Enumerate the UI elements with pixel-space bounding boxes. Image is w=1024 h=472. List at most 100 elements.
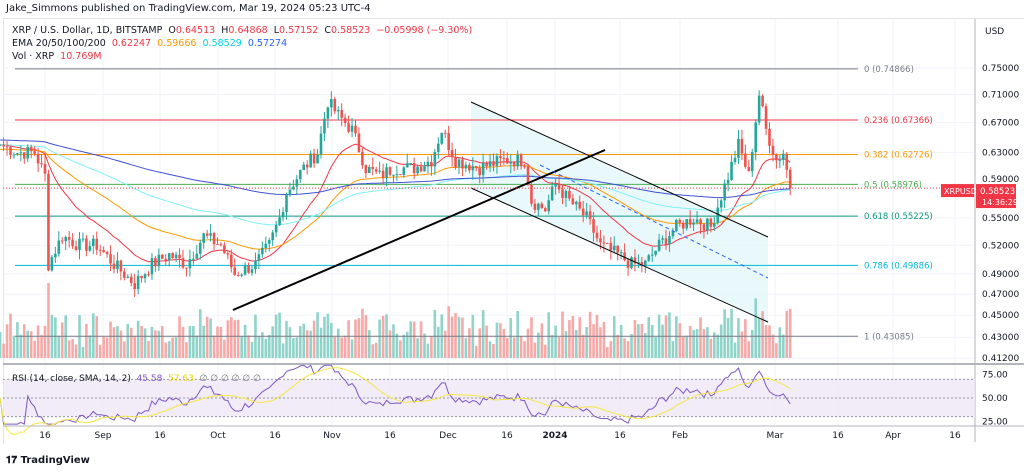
- candle-body: [133, 283, 136, 290]
- volume-bar: [267, 334, 271, 358]
- candle-body: [178, 254, 181, 259]
- volume-bar: [167, 341, 171, 358]
- volume-bar: [395, 333, 399, 358]
- volume-bar: [685, 335, 688, 358]
- volume-bar: [557, 337, 561, 358]
- volume-bar: [88, 335, 92, 358]
- volume-bar: [340, 337, 343, 358]
- candle-body: [126, 276, 130, 278]
- candle-body: [782, 153, 785, 160]
- candle-body: [630, 257, 633, 269]
- candle-body: [181, 258, 185, 268]
- candle-body: [744, 153, 747, 167]
- high-value: 0.64868: [228, 25, 268, 36]
- candle-body: [26, 146, 30, 159]
- candle-body: [154, 258, 157, 267]
- price-tick: 0.45000: [982, 311, 1019, 321]
- candle-body: [57, 240, 61, 254]
- candle-body: [633, 257, 637, 264]
- volume-bar: [450, 316, 454, 358]
- volume-bar: [181, 326, 185, 358]
- countdown-label: 14:36:29: [982, 198, 1018, 207]
- volume-bar: [768, 325, 771, 358]
- volume-bar: [285, 321, 288, 358]
- volume-bar: [257, 336, 261, 358]
- volume-bar: [350, 339, 354, 358]
- candle-body: [381, 170, 385, 178]
- volume-bar: [33, 340, 36, 358]
- candle-body: [281, 212, 285, 218]
- volume-bar: [616, 334, 619, 358]
- channel-mid-line: [539, 164, 769, 279]
- volume-bar: [461, 317, 464, 358]
- volume-bar: [509, 317, 513, 358]
- candle-body: [626, 260, 630, 269]
- volume-bar: [74, 344, 78, 358]
- tradingview-logo[interactable]: 𝟏𝟕 TradingView: [6, 455, 90, 466]
- last-price-tag: [976, 184, 1016, 209]
- candle-body: [419, 166, 423, 172]
- volume-bar: [733, 342, 737, 358]
- rsi-tick: 50.00: [982, 394, 1008, 404]
- time-tick: Oct: [210, 431, 226, 441]
- candle-body: [443, 132, 447, 134]
- volume-bar: [692, 330, 695, 358]
- volume-bar: [578, 317, 582, 358]
- volume-bar: [754, 298, 757, 358]
- candle-body: [223, 245, 226, 254]
- candle-body: [592, 219, 595, 233]
- volume-bar: [671, 341, 675, 358]
- volume-bar: [250, 341, 254, 358]
- candle-body: [364, 165, 368, 174]
- candle-body: [640, 262, 644, 266]
- volume-bar: [678, 323, 682, 358]
- volume-bar: [433, 309, 437, 358]
- ema-row: EMA 20/50/100/200 0.62247 0.59666 0.5852…: [12, 37, 472, 50]
- chart-frame: [3, 18, 1024, 444]
- candle-body: [330, 98, 333, 108]
- volume-bar: [185, 342, 188, 358]
- volume-bar: [347, 320, 350, 358]
- time-tick: 16: [384, 431, 396, 441]
- time-tick: 16: [39, 431, 51, 441]
- time-tick: Mar: [767, 431, 784, 441]
- volume-bar: [757, 317, 761, 358]
- volume-bar: [233, 320, 237, 358]
- candle-body: [599, 238, 602, 243]
- volume-bar: [102, 336, 105, 358]
- price-tick: 0.43000: [982, 333, 1019, 343]
- volume-bar: [368, 330, 371, 358]
- symbol-name[interactable]: XRP / U.S. Dollar, 1D, BITSTAMP: [12, 25, 163, 36]
- candle-body: [202, 233, 205, 243]
- volume-bar: [23, 324, 26, 358]
- price-tick: 0.47000: [982, 290, 1019, 300]
- candle-body: [737, 138, 740, 158]
- time-tick: Feb: [672, 431, 688, 441]
- volume-bar: [702, 329, 706, 358]
- fib-label: 0.382 (0.62726): [864, 150, 933, 160]
- time-tick: 2024: [542, 431, 567, 441]
- ema50-value: 0.59666: [157, 38, 197, 49]
- fib-label: 0.786 (0.49886): [864, 261, 933, 271]
- volume-bar: [119, 330, 123, 358]
- volume-bar: [212, 335, 216, 358]
- candle-body: [292, 186, 295, 190]
- volume-bar: [437, 326, 440, 358]
- candle-body: [23, 152, 26, 159]
- volume-bar: [43, 325, 47, 358]
- candle-body: [502, 158, 506, 160]
- candle-body: [764, 106, 768, 129]
- volume-bar: [381, 315, 385, 358]
- tv-logo-icon: 𝟏𝟕: [6, 455, 21, 466]
- candle-body: [19, 152, 23, 154]
- volume-bar: [571, 316, 575, 358]
- volume-bar: [26, 330, 30, 358]
- volume-bar: [564, 331, 568, 358]
- chart-legend: XRP / U.S. Dollar, 1D, BITSTAMP O0.64513…: [12, 24, 472, 63]
- volume-bar: [40, 335, 43, 358]
- time-tick: 16: [154, 431, 166, 441]
- volume-bar: [223, 339, 226, 358]
- candle-body: [543, 208, 547, 212]
- volume-bar: [361, 308, 364, 358]
